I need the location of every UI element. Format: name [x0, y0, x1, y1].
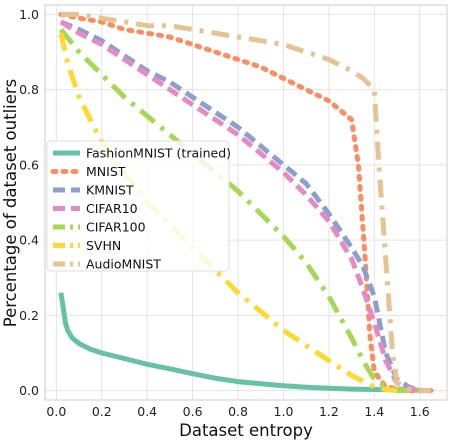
x-tick-label: 0.0 [46, 404, 66, 419]
y-axis-label: Percentage of dataset outliers [1, 79, 20, 328]
legend-label: CIFAR100 [86, 220, 146, 235]
series-line-cifar100 [58, 27, 420, 394]
x-tick-label: 1.4 [364, 404, 384, 419]
y-tick-label: 0.0 [19, 383, 39, 398]
x-tick-label: 1.6 [410, 404, 430, 419]
y-tick-label: 0.4 [19, 233, 39, 248]
x-tick-label: 1.2 [319, 404, 339, 419]
x-tick-label: 0.4 [137, 404, 157, 419]
series-lines [58, 11, 434, 394]
y-tick-label: 0.2 [19, 308, 39, 323]
legend-box [46, 140, 230, 272]
legend: FashionMNIST (trained) MNIST KMNIST CIFAR10… [46, 140, 231, 272]
y-tick-label: 0.6 [19, 157, 39, 172]
y-tick-label: 0.8 [19, 82, 39, 97]
y-tick-label: 1.0 [19, 7, 39, 22]
x-tick-label: 0.6 [183, 404, 203, 419]
tick-labels: 0.0 0.2 0.4 0.6 0.8 1.0 1.2 1.4 1.6 0.0 0.2 0.4 0.6 0… [19, 7, 430, 419]
x-tick-label: 0.8 [228, 404, 248, 419]
legend-label: SVHN [86, 238, 121, 253]
legend-label: KMNIST [86, 183, 134, 198]
legend-label: CIFAR10 [86, 201, 138, 216]
legend-label: FashionMNIST (trained) [86, 146, 231, 161]
series-line-audiomnist [60, 11, 432, 394]
series-line-svhn [58, 32, 398, 394]
legend-label: AudioMNIST [86, 257, 161, 272]
x-axis-label: Dataset entropy [179, 421, 313, 440]
x-tick-label: 1.0 [274, 404, 294, 419]
legend-label: MNIST [86, 164, 126, 179]
x-tick-label: 0.2 [92, 404, 112, 419]
series-line-cifar10 [59, 19, 432, 394]
series-line-fashionmnist-trained [58, 292, 432, 394]
